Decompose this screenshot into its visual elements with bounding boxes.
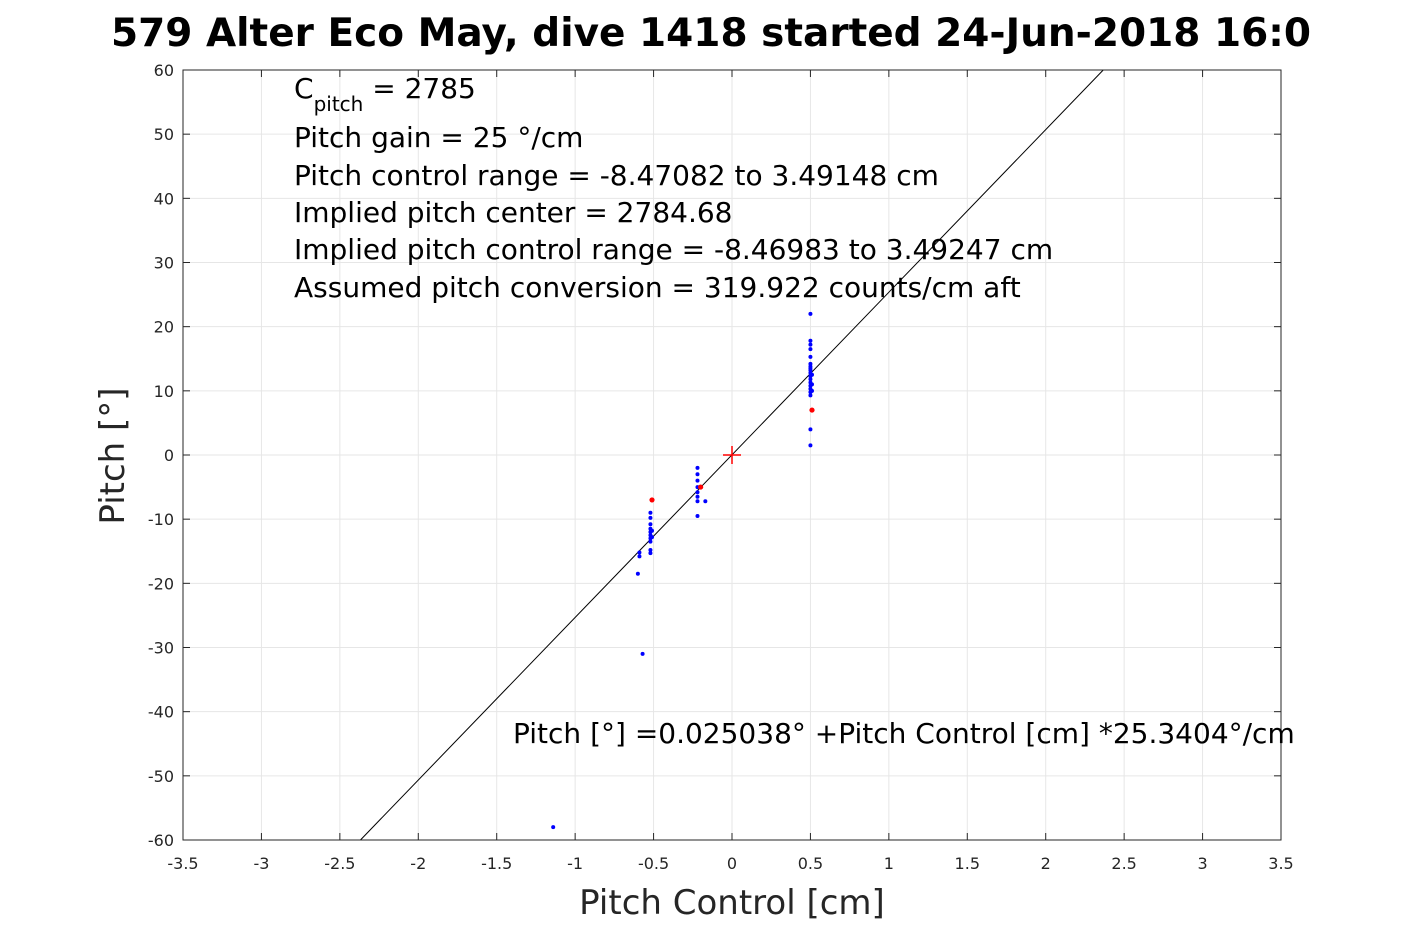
x-tick-label: -3 <box>253 854 269 873</box>
x-tick-label: 3 <box>1197 854 1207 873</box>
y-tick-label: 0 <box>164 446 174 465</box>
y-tick-label: 10 <box>154 382 174 401</box>
chart-title: 579 Alter Eco May, dive 1418 started 24-… <box>111 11 1311 56</box>
x-tick-label: 1.5 <box>955 854 980 873</box>
x-tick-label: 0 <box>727 854 737 873</box>
y-tick-label: -50 <box>148 767 174 786</box>
conversion-annotation: Assumed pitch conversion = 319.922 count… <box>294 271 1021 304</box>
blue-data-point <box>695 513 700 518</box>
x-axis-label: Pitch Control [cm] <box>579 883 885 923</box>
red-data-point <box>809 407 815 413</box>
blue-data-point <box>809 372 814 377</box>
blue-data-point <box>648 547 653 552</box>
blue-data-point <box>640 651 645 656</box>
blue-data-point <box>808 338 813 343</box>
blue-data-point <box>808 393 813 398</box>
x-tick-label: 3.5 <box>1268 854 1293 873</box>
red-data-point <box>649 497 655 503</box>
ticks <box>182 69 1282 841</box>
blue-data-point <box>648 539 653 544</box>
blue-data-point <box>808 377 813 382</box>
y-tick-label: 40 <box>154 189 174 208</box>
annotation-block: Cpitch = 2785 Pitch gain = 25 °/cm Pitch… <box>294 72 1053 304</box>
blue-data-point <box>637 550 642 555</box>
y-tick-label: 20 <box>154 318 174 337</box>
y-tick-label: -10 <box>148 510 174 529</box>
blue-data-point <box>650 535 655 540</box>
blue-data-point <box>809 388 814 393</box>
blue-data-point <box>808 354 813 359</box>
x-tick-label: -3.5 <box>167 854 198 873</box>
y-tick-label: 50 <box>154 125 174 144</box>
blue-data-point <box>695 478 700 483</box>
blue-data-point <box>551 825 556 830</box>
c-pitch-subscript: pitch <box>314 92 364 116</box>
blue-data-point <box>648 510 653 515</box>
red-data-point <box>698 484 704 490</box>
blue-data-point <box>808 427 813 432</box>
y-tick-label: -40 <box>148 703 174 722</box>
blue-data-point <box>637 554 642 559</box>
blue-data-point <box>695 490 700 495</box>
y-tick-label: -20 <box>148 574 174 593</box>
c-pitch-value: = 2785 <box>363 72 476 105</box>
c-pitch-main: C <box>294 72 314 105</box>
control-range-annotation: Pitch control range = -8.47082 to 3.4914… <box>294 159 939 192</box>
blue-data-point <box>695 472 700 477</box>
blue-data-point <box>808 347 813 352</box>
fit-equation-annotation: Pitch [°] =0.025038° +Pitch Control [cm]… <box>513 717 1295 750</box>
y-tick-label: -30 <box>148 639 174 658</box>
x-tick-label: -2 <box>410 854 426 873</box>
pitch-gain-annotation: Pitch gain = 25 °/cm <box>294 121 583 154</box>
center-plus-marker <box>723 446 741 464</box>
blue-data-point <box>648 522 653 527</box>
blue-data-point <box>809 382 814 387</box>
blue-data-point <box>635 571 640 576</box>
blue-data-point <box>808 342 813 347</box>
blue-data-point <box>703 499 708 504</box>
blue-data-point <box>648 551 653 556</box>
y-tick-label: -60 <box>148 831 174 850</box>
x-tick-label: 2 <box>1041 854 1051 873</box>
blue-data-point <box>648 515 653 520</box>
blue-data-point <box>808 311 813 316</box>
blue-data-point <box>695 465 700 470</box>
implied-center-annotation: Implied pitch center = 2784.68 <box>294 196 732 229</box>
blue-data-point <box>650 528 655 533</box>
x-tick-label: -0.5 <box>638 854 669 873</box>
y-tick-label: 60 <box>154 61 174 80</box>
data-points <box>551 311 815 830</box>
c-pitch-annotation: Cpitch = 2785 <box>294 72 476 116</box>
x-tick-label: 1 <box>884 854 894 873</box>
x-tick-label: -1 <box>567 854 583 873</box>
x-tick-label: -2.5 <box>324 854 355 873</box>
implied-range-annotation: Implied pitch control range = -8.46983 t… <box>294 233 1053 266</box>
x-tick-label: 0.5 <box>798 854 823 873</box>
x-tick-labels: -3.5 -3 -2.5 -2 -1.5 -1 -0.5 0 0.5 1 1.5 2 2.5 3 3.5 <box>167 854 1293 873</box>
y-tick-labels: -60 -50 -40 -30 -20 -10 0 10 20 30 40 50 60 <box>148 61 174 850</box>
y-tick-label: 30 <box>154 254 174 273</box>
x-tick-label: 2.5 <box>1111 854 1136 873</box>
blue-data-point <box>808 443 813 448</box>
x-tick-label: -1.5 <box>481 854 512 873</box>
blue-data-point <box>695 499 700 504</box>
y-axis-label: Pitch [°] <box>93 387 133 524</box>
blue-data-point <box>695 494 700 499</box>
center-marker-layer <box>723 446 741 464</box>
